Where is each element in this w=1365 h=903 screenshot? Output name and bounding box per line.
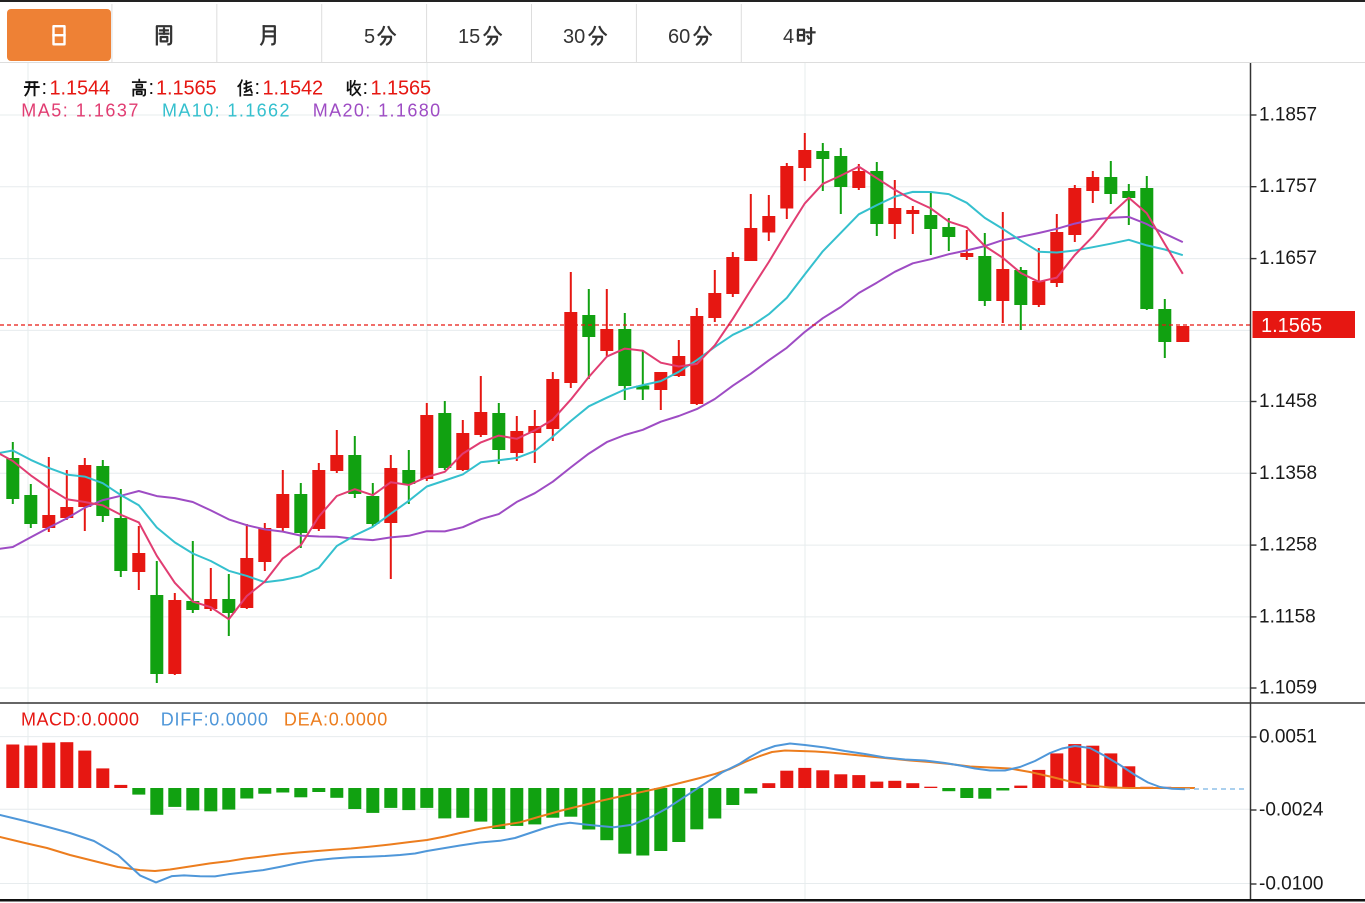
- svg-text:1.1657: 1.1657: [1259, 248, 1317, 269]
- svg-text::: :: [149, 77, 155, 99]
- svg-text:0.0051: 0.0051: [1259, 727, 1317, 748]
- svg-text:1.1565: 1.1565: [371, 78, 432, 100]
- svg-text:1.1857: 1.1857: [1259, 105, 1317, 126]
- svg-text::: :: [255, 77, 261, 99]
- svg-text:30: 30: [563, 26, 585, 48]
- svg-text:5: 5: [364, 26, 375, 48]
- svg-text:MACD:0.0000: MACD:0.0000: [21, 710, 140, 730]
- svg-text:1.1565: 1.1565: [156, 78, 217, 100]
- svg-text:1.1565: 1.1565: [1261, 315, 1322, 337]
- svg-text:DEA:0.0000: DEA:0.0000: [284, 710, 388, 730]
- svg-text:1.1542: 1.1542: [263, 78, 324, 100]
- svg-text:-0.0100: -0.0100: [1259, 874, 1323, 895]
- svg-text:1.1544: 1.1544: [50, 78, 111, 100]
- svg-text:MA20: 1.1680: MA20: 1.1680: [313, 101, 442, 121]
- svg-text:1.1757: 1.1757: [1259, 176, 1317, 197]
- svg-text::: :: [42, 77, 48, 99]
- svg-text:1.1358: 1.1358: [1259, 463, 1317, 484]
- svg-text:DIFF:0.0000: DIFF:0.0000: [161, 710, 269, 730]
- svg-text:MA10: 1.1662: MA10: 1.1662: [162, 101, 291, 121]
- svg-text:15: 15: [458, 26, 480, 48]
- svg-text:1.1158: 1.1158: [1259, 606, 1316, 627]
- svg-text:-0.0024: -0.0024: [1259, 800, 1324, 821]
- svg-text:1.1258: 1.1258: [1259, 535, 1317, 556]
- svg-text:MA5: 1.1637: MA5: 1.1637: [21, 101, 140, 121]
- svg-text:1.1458: 1.1458: [1259, 391, 1317, 412]
- svg-text:60: 60: [668, 26, 690, 48]
- svg-text:4: 4: [783, 26, 794, 48]
- svg-text:1.1059: 1.1059: [1259, 678, 1317, 699]
- svg-text::: :: [363, 77, 369, 99]
